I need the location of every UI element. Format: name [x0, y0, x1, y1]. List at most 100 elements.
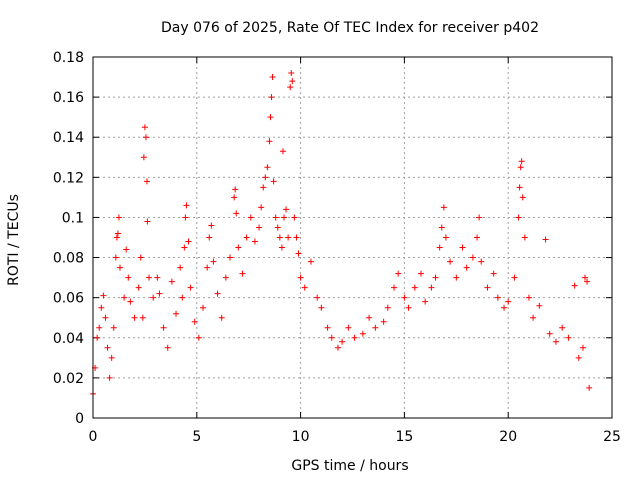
- y-tick-label: 0.08: [53, 251, 84, 267]
- data-point: [108, 354, 115, 361]
- data-point: [210, 258, 217, 265]
- data-point: [515, 214, 522, 221]
- data-point: [264, 164, 271, 171]
- data-point: [384, 304, 391, 311]
- data-point: [559, 324, 566, 331]
- data-point: [278, 244, 285, 251]
- plot-frame: [92, 56, 613, 419]
- data-point: [351, 334, 358, 341]
- data-point: [258, 204, 265, 211]
- data-point: [143, 178, 150, 185]
- data-point: [106, 374, 113, 381]
- data-point: [267, 114, 274, 121]
- data-point: [227, 254, 234, 261]
- data-point: [154, 274, 161, 281]
- data-point: [177, 264, 184, 271]
- data-point: [478, 258, 485, 265]
- data-point: [432, 274, 439, 281]
- data-point: [137, 254, 144, 261]
- data-point: [251, 238, 258, 245]
- data-point: [173, 310, 180, 317]
- data-point: [269, 74, 276, 81]
- data-point: [125, 274, 132, 281]
- data-point: [288, 70, 295, 77]
- data-point: [150, 294, 157, 301]
- data-point: [295, 250, 302, 257]
- data-point: [160, 324, 167, 331]
- chart-title: Day 076 of 2025, Rate Of TEC Index for r…: [161, 20, 539, 36]
- data-point: [334, 344, 341, 351]
- data-point: [418, 270, 425, 277]
- data-point: [247, 214, 254, 221]
- data-point: [436, 244, 443, 251]
- data-point: [183, 202, 190, 209]
- data-point: [428, 284, 435, 291]
- data-point: [297, 274, 304, 281]
- data-point: [476, 214, 483, 221]
- data-point: [256, 224, 263, 231]
- data-point: [521, 234, 528, 241]
- data-point: [232, 186, 239, 193]
- data-point: [586, 384, 593, 391]
- data-point: [401, 294, 408, 301]
- y-tick-label: 0.04: [53, 331, 84, 347]
- data-point: [519, 194, 526, 201]
- data-point: [536, 302, 543, 309]
- data-point: [301, 284, 308, 291]
- data-point: [127, 298, 134, 305]
- data-point: [235, 244, 242, 251]
- data-point: [391, 284, 398, 291]
- data-point: [484, 284, 491, 291]
- data-point: [318, 304, 325, 311]
- data-point: [195, 334, 202, 341]
- data-point: [279, 148, 286, 155]
- data-point: [179, 294, 186, 301]
- data-point: [459, 244, 466, 251]
- data-point: [324, 324, 331, 331]
- data-point: [208, 222, 215, 229]
- data-point: [405, 304, 412, 311]
- data-point: [112, 254, 119, 261]
- data-point: [94, 334, 101, 341]
- data-point: [552, 338, 559, 345]
- data-point: [144, 218, 151, 225]
- data-point: [102, 314, 109, 321]
- data-point: [453, 274, 460, 281]
- data-point: [438, 224, 445, 231]
- data-point: [182, 214, 189, 221]
- data-point: [218, 314, 225, 321]
- data-point: [141, 124, 148, 131]
- y-tick-label: 0.18: [53, 50, 84, 66]
- data-point: [283, 206, 290, 213]
- x-tick-label: 10: [292, 429, 310, 445]
- data-point: [490, 270, 497, 277]
- data-points: [90, 70, 593, 397]
- data-point: [222, 274, 229, 281]
- data-point: [372, 324, 379, 331]
- y-tick-label: 0.14: [53, 130, 84, 146]
- data-point: [494, 294, 501, 301]
- data-point: [584, 278, 591, 285]
- x-tick-label: 20: [499, 429, 517, 445]
- data-point: [243, 234, 250, 241]
- x-tick-label: 0: [89, 429, 98, 445]
- y-tick-label: 0.02: [53, 371, 84, 387]
- data-point: [206, 234, 213, 241]
- data-point: [395, 270, 402, 277]
- data-point: [314, 294, 321, 301]
- data-point: [518, 158, 525, 165]
- data-point: [276, 234, 283, 241]
- data-point: [164, 344, 171, 351]
- data-point: [96, 324, 103, 331]
- data-point: [135, 284, 142, 291]
- data-point: [204, 264, 211, 271]
- data-point: [469, 254, 476, 261]
- y-tick-label: 0.16: [53, 90, 84, 106]
- data-point: [260, 184, 267, 191]
- data-point: [542, 236, 549, 243]
- data-point: [463, 264, 470, 271]
- data-point: [291, 214, 298, 221]
- data-point: [114, 230, 121, 237]
- data-point: [517, 164, 524, 171]
